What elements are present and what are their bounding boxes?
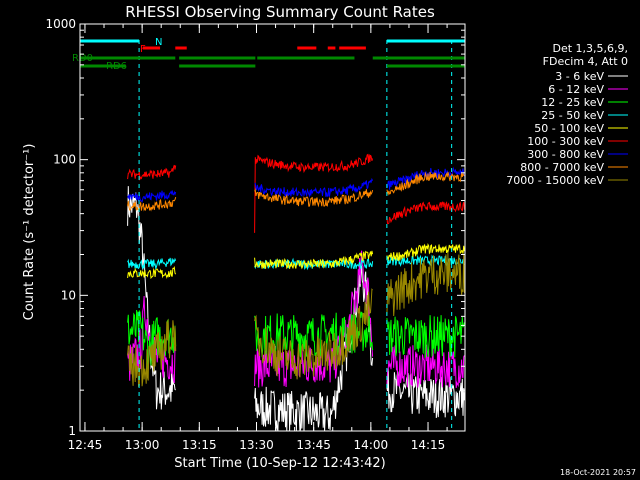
- series-trace: [254, 177, 374, 198]
- legend-header-line: Det 1,3,5,6,9,: [552, 42, 628, 55]
- x-tick-label: 13:00: [125, 438, 160, 452]
- flag-label-attenuator: N: [155, 37, 162, 48]
- series-trace: [386, 368, 465, 419]
- x-tick-label: 13:45: [296, 438, 331, 452]
- series-trace: [254, 288, 373, 380]
- x-axis-label: Start Time (10-Sep-12 12:43:42): [174, 456, 385, 471]
- flag-label-rd0: RD0: [72, 53, 93, 64]
- x-tick-label: 13:30: [239, 438, 274, 452]
- series-layer: [127, 153, 465, 432]
- y-tick-label: 10: [61, 288, 76, 302]
- flag-label-flare: F: [140, 44, 146, 55]
- y-axis-label: Count Rate (s⁻¹ detector⁻¹): [22, 144, 37, 321]
- series-trace: [127, 319, 177, 388]
- series-trace: [386, 254, 465, 267]
- series-trace: [127, 257, 177, 271]
- legend-entry-label: 3 - 6 keV: [555, 70, 604, 83]
- series-trace: [127, 164, 177, 181]
- legend-entry-label: 25 - 50 keV: [541, 109, 604, 122]
- series-trace: [127, 265, 177, 280]
- legend-entry-label: 300 - 800 keV: [527, 148, 604, 161]
- y-tick-label: 1000: [45, 17, 76, 31]
- axes-layer: 1 10 100 1000 12:45 13:00 13:15 13:30 13:45 14:00…: [45, 17, 466, 452]
- legend-entry-label: 7000 - 15000 keV: [506, 174, 604, 187]
- legend-entry-label: 100 - 300 keV: [527, 135, 604, 148]
- series-trace: [254, 153, 374, 233]
- flags-layer: NF RD0 RD6: [72, 37, 465, 431]
- legend-entry-label: 800 - 7000 keV: [520, 161, 604, 174]
- y-tick-label: 1: [68, 424, 76, 438]
- x-tick-label: 14:15: [411, 438, 446, 452]
- legend: Det 1,3,5,6,9,FDecim 4, Att 0 3 - 6 keV6 …: [506, 42, 628, 187]
- series-trace: [127, 196, 177, 212]
- x-tick-label: 12:45: [68, 438, 103, 452]
- legend-entry-label: 50 - 100 keV: [534, 122, 604, 135]
- chart-title: RHESSI Observing Summary Count Rates: [125, 3, 435, 21]
- plot-frame: [79, 23, 466, 432]
- x-tick-label: 13:15: [182, 438, 217, 452]
- footer-timestamp: 18-Oct-2021 20:57: [560, 468, 636, 477]
- legend-header-line: FDecim 4, Att 0: [543, 55, 628, 68]
- x-tick-label: 14:00: [354, 438, 389, 452]
- legend-entry-label: 12 - 25 keV: [541, 96, 604, 109]
- series-trace: [254, 250, 374, 270]
- series-trace: [254, 187, 374, 208]
- series-trace: [127, 190, 177, 203]
- legend-entry-label: 6 - 12 keV: [548, 83, 604, 96]
- y-tick-label: 100: [53, 153, 76, 167]
- flag-label-rd6: RD6: [106, 61, 127, 72]
